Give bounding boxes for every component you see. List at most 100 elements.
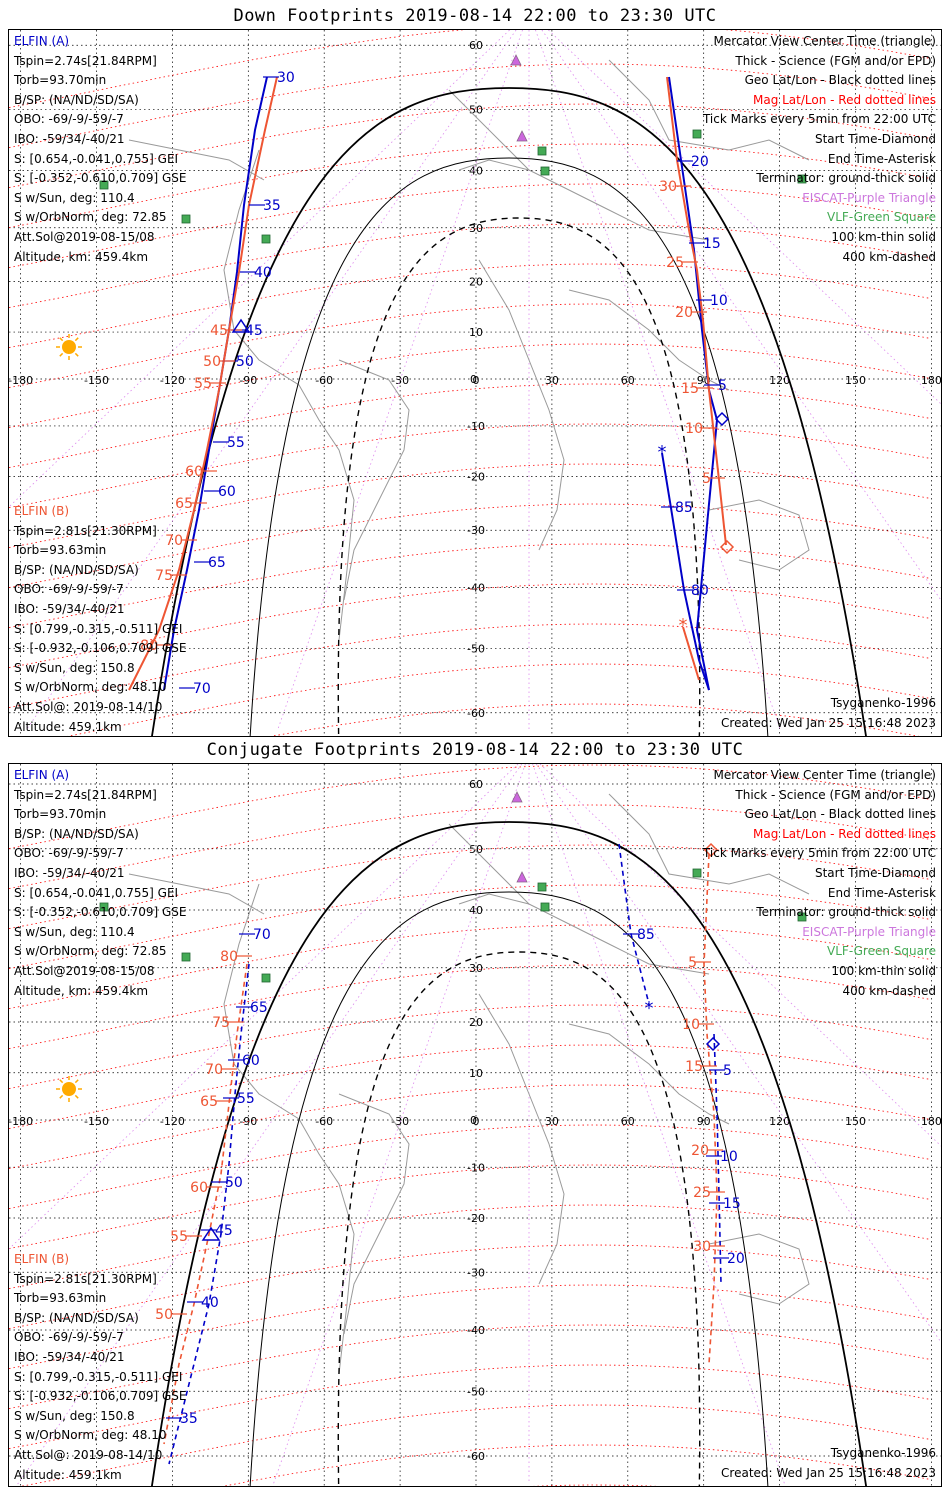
elfin-a-time-label: 35 bbox=[180, 1411, 198, 1427]
map-canvas-conjugate[interactable]: -180 -150 -120 -90 -60 -30 0 30 60 90 120 150 180605… bbox=[9, 764, 941, 1486]
mag-lat-line bbox=[9, 263, 930, 348]
lat-label: -50 bbox=[467, 642, 485, 655]
legend-eiscat: EISCAT-Purple Triangle bbox=[802, 924, 936, 939]
elfin-b-time-label: 70 bbox=[165, 533, 183, 549]
lat-label: 0 bbox=[470, 1114, 477, 1127]
elfin-b-name: ELFIN (B) bbox=[14, 1252, 70, 1266]
legend-geo: Geo Lat/Lon - Black dotted lines bbox=[744, 73, 936, 88]
elfin-b-time-label: 75 bbox=[155, 568, 173, 584]
vlf-square bbox=[181, 214, 191, 224]
elfin-a-time-label: 60 bbox=[242, 1053, 260, 1069]
elfin-b-info-line: Torb=93.63min bbox=[14, 1291, 107, 1306]
mag-lat-line bbox=[9, 183, 930, 268]
elfin-a-track-left bbox=[168, 963, 250, 1465]
elfin-b-track-right bbox=[703, 853, 718, 1365]
sun-icon bbox=[62, 1082, 76, 1096]
elfin-a-info-line: B/SP: (NA/ND/SD/SA) bbox=[14, 92, 139, 107]
footer: Tsyganenko-1996 Created: Wed Jan 25 15:16… bbox=[721, 1444, 936, 1483]
lat-label: 30 bbox=[469, 222, 483, 235]
legend-end: End Time-Asterisk bbox=[827, 151, 936, 166]
sun-ray bbox=[74, 337, 79, 342]
lon-label: 180 bbox=[921, 374, 941, 387]
elfin-a-info-line: Tspin=2.74s[21.84RPM] bbox=[14, 53, 157, 68]
elfin-a-time-right-label: 5 bbox=[723, 1063, 732, 1079]
terminator-100km bbox=[249, 891, 769, 1486]
lat-label: -20 bbox=[467, 470, 485, 483]
elfin-a-info: ELFIN (A) Tspin=2.74s[21.84RPM] Torb=93.70… bbox=[14, 766, 187, 1001]
elfin-b-time-label: 50 bbox=[155, 1307, 173, 1323]
elfin-b-name: ELFIN (B) bbox=[14, 504, 70, 518]
vlf-square bbox=[261, 234, 271, 244]
elfin-a-time-label: 70 bbox=[253, 927, 271, 943]
mag-lat-line bbox=[9, 423, 930, 508]
lat-label: -50 bbox=[467, 1385, 485, 1398]
vlf-square bbox=[181, 952, 191, 962]
map-canvas-down[interactable]: -180 -150 -120 -90 -60 -30 0 30 60 90 120 150 180605… bbox=[9, 30, 941, 736]
elfin-a-info-line: S: [0.654,-0.041,0.755] GEI bbox=[14, 151, 179, 166]
lat-label: 10 bbox=[469, 326, 483, 339]
elfin-b-info-line: S: [-0.932,-0.106,0.709] GSE bbox=[14, 1389, 187, 1404]
elfin-b-track-right-south bbox=[682, 626, 700, 681]
panel-title-down: Down Footprints 2019-08-14 22:00 to 23:3… bbox=[233, 6, 717, 26]
mag-lat-line bbox=[9, 63, 930, 148]
lat-label: 40 bbox=[469, 904, 483, 917]
elfin-a-info-line: Att.Sol@2019-08-15/08 bbox=[14, 229, 155, 244]
mag-lat-line bbox=[9, 844, 930, 929]
end-asterisk-b: * bbox=[679, 615, 688, 636]
elfin-b-info-line: S w/OrbNorm, deg: 48.10 bbox=[14, 1428, 167, 1443]
mag-lat-line bbox=[9, 1164, 930, 1249]
mag-lat-line bbox=[20, 1404, 930, 1486]
elfin-a-time-right-label: 10 bbox=[720, 1149, 738, 1165]
vlf-square bbox=[540, 902, 550, 912]
elfin-a-info-line: IBO: -59/34/-40/21 bbox=[14, 865, 125, 880]
elfin-b-info-line: Tspin=2.81s[21.30RPM] bbox=[14, 1271, 157, 1286]
elfin-b-time-right-label: 15 bbox=[681, 381, 699, 397]
eiscat-triangle bbox=[510, 54, 522, 66]
coastline bbox=[458, 159, 710, 241]
elfin-a-time-label: 55 bbox=[227, 435, 245, 451]
elfin-a-name: ELFIN (A) bbox=[14, 768, 70, 782]
coastline bbox=[338, 1093, 410, 1335]
mag-lat-line bbox=[9, 30, 930, 108]
legend-eiscat: EISCAT-Purple Triangle bbox=[802, 190, 936, 205]
lon-label: -150 bbox=[84, 374, 109, 387]
elfin-b-time-right-label: 25 bbox=[666, 255, 684, 271]
legend-tick: Tick Marks every 5min from 22:00 UTC bbox=[702, 846, 936, 861]
lon-label: 60 bbox=[621, 374, 635, 387]
elfin-b-time-label: 55 bbox=[170, 1229, 188, 1245]
elfin-b-time-right-label: 10 bbox=[682, 1017, 700, 1033]
start-diamond-b bbox=[719, 539, 735, 555]
end-asterisk-a: * bbox=[645, 998, 654, 1019]
terminator-400km bbox=[337, 951, 701, 1486]
elfin-b-info-line: IBO: -59/34/-40/21 bbox=[14, 1349, 125, 1364]
footer: Tsyganenko-1996 Created: Wed Jan 25 15:16… bbox=[721, 694, 936, 733]
lat-label: 40 bbox=[469, 164, 483, 177]
sun-ray bbox=[59, 1094, 64, 1099]
legend-km400: 400 km-dashed bbox=[842, 983, 936, 998]
legend-vlf: VLF-Green Square bbox=[827, 944, 936, 959]
lon-label: 90 bbox=[697, 1115, 711, 1128]
lon-label: 150 bbox=[845, 374, 866, 387]
elfin-b-track-left bbox=[128, 76, 278, 691]
coastline bbox=[448, 823, 530, 905]
vlf-square bbox=[692, 129, 702, 139]
elfin-a-time-right-label: 85 bbox=[637, 927, 655, 943]
lon-label: 30 bbox=[545, 374, 559, 387]
map-panel-conjugate[interactable]: -180 -150 -120 -90 -60 -30 0 30 60 90 120 150 180 60 5… bbox=[8, 763, 942, 1487]
mag-lon-line bbox=[273, 764, 526, 1485]
elfin-a-time-label: 50 bbox=[236, 354, 254, 370]
elfin-b-time-right-label: 30 bbox=[693, 1239, 711, 1255]
vlf-square bbox=[540, 166, 550, 176]
legend: Mercator View Center Time (triangle) Thic… bbox=[703, 32, 936, 267]
elfin-b-info: ELFIN (B) Tspin=2.81s[21.30RPM] Torb=93.63… bbox=[14, 1250, 187, 1485]
coastline bbox=[128, 139, 265, 181]
elfin-b-info-line: OBO: -69/-9/-59/-7 bbox=[14, 1330, 124, 1345]
legend-km400: 400 km-dashed bbox=[842, 249, 936, 264]
lon-label: -180 bbox=[9, 1115, 33, 1128]
elfin-b-info-line: Att.Sol@: 2019-08-14/10 bbox=[14, 699, 163, 714]
map-panel-down[interactable]: -180 -150 -120 -90 -60 -30 0 30 60 90 120 150 180 60 5… bbox=[8, 29, 942, 737]
start-diamond-b bbox=[703, 842, 719, 858]
lon-label: 150 bbox=[845, 1115, 866, 1128]
elfin-b-time-right-label: 25 bbox=[693, 1185, 711, 1201]
elfin-b-time-label: 80 bbox=[140, 638, 158, 654]
